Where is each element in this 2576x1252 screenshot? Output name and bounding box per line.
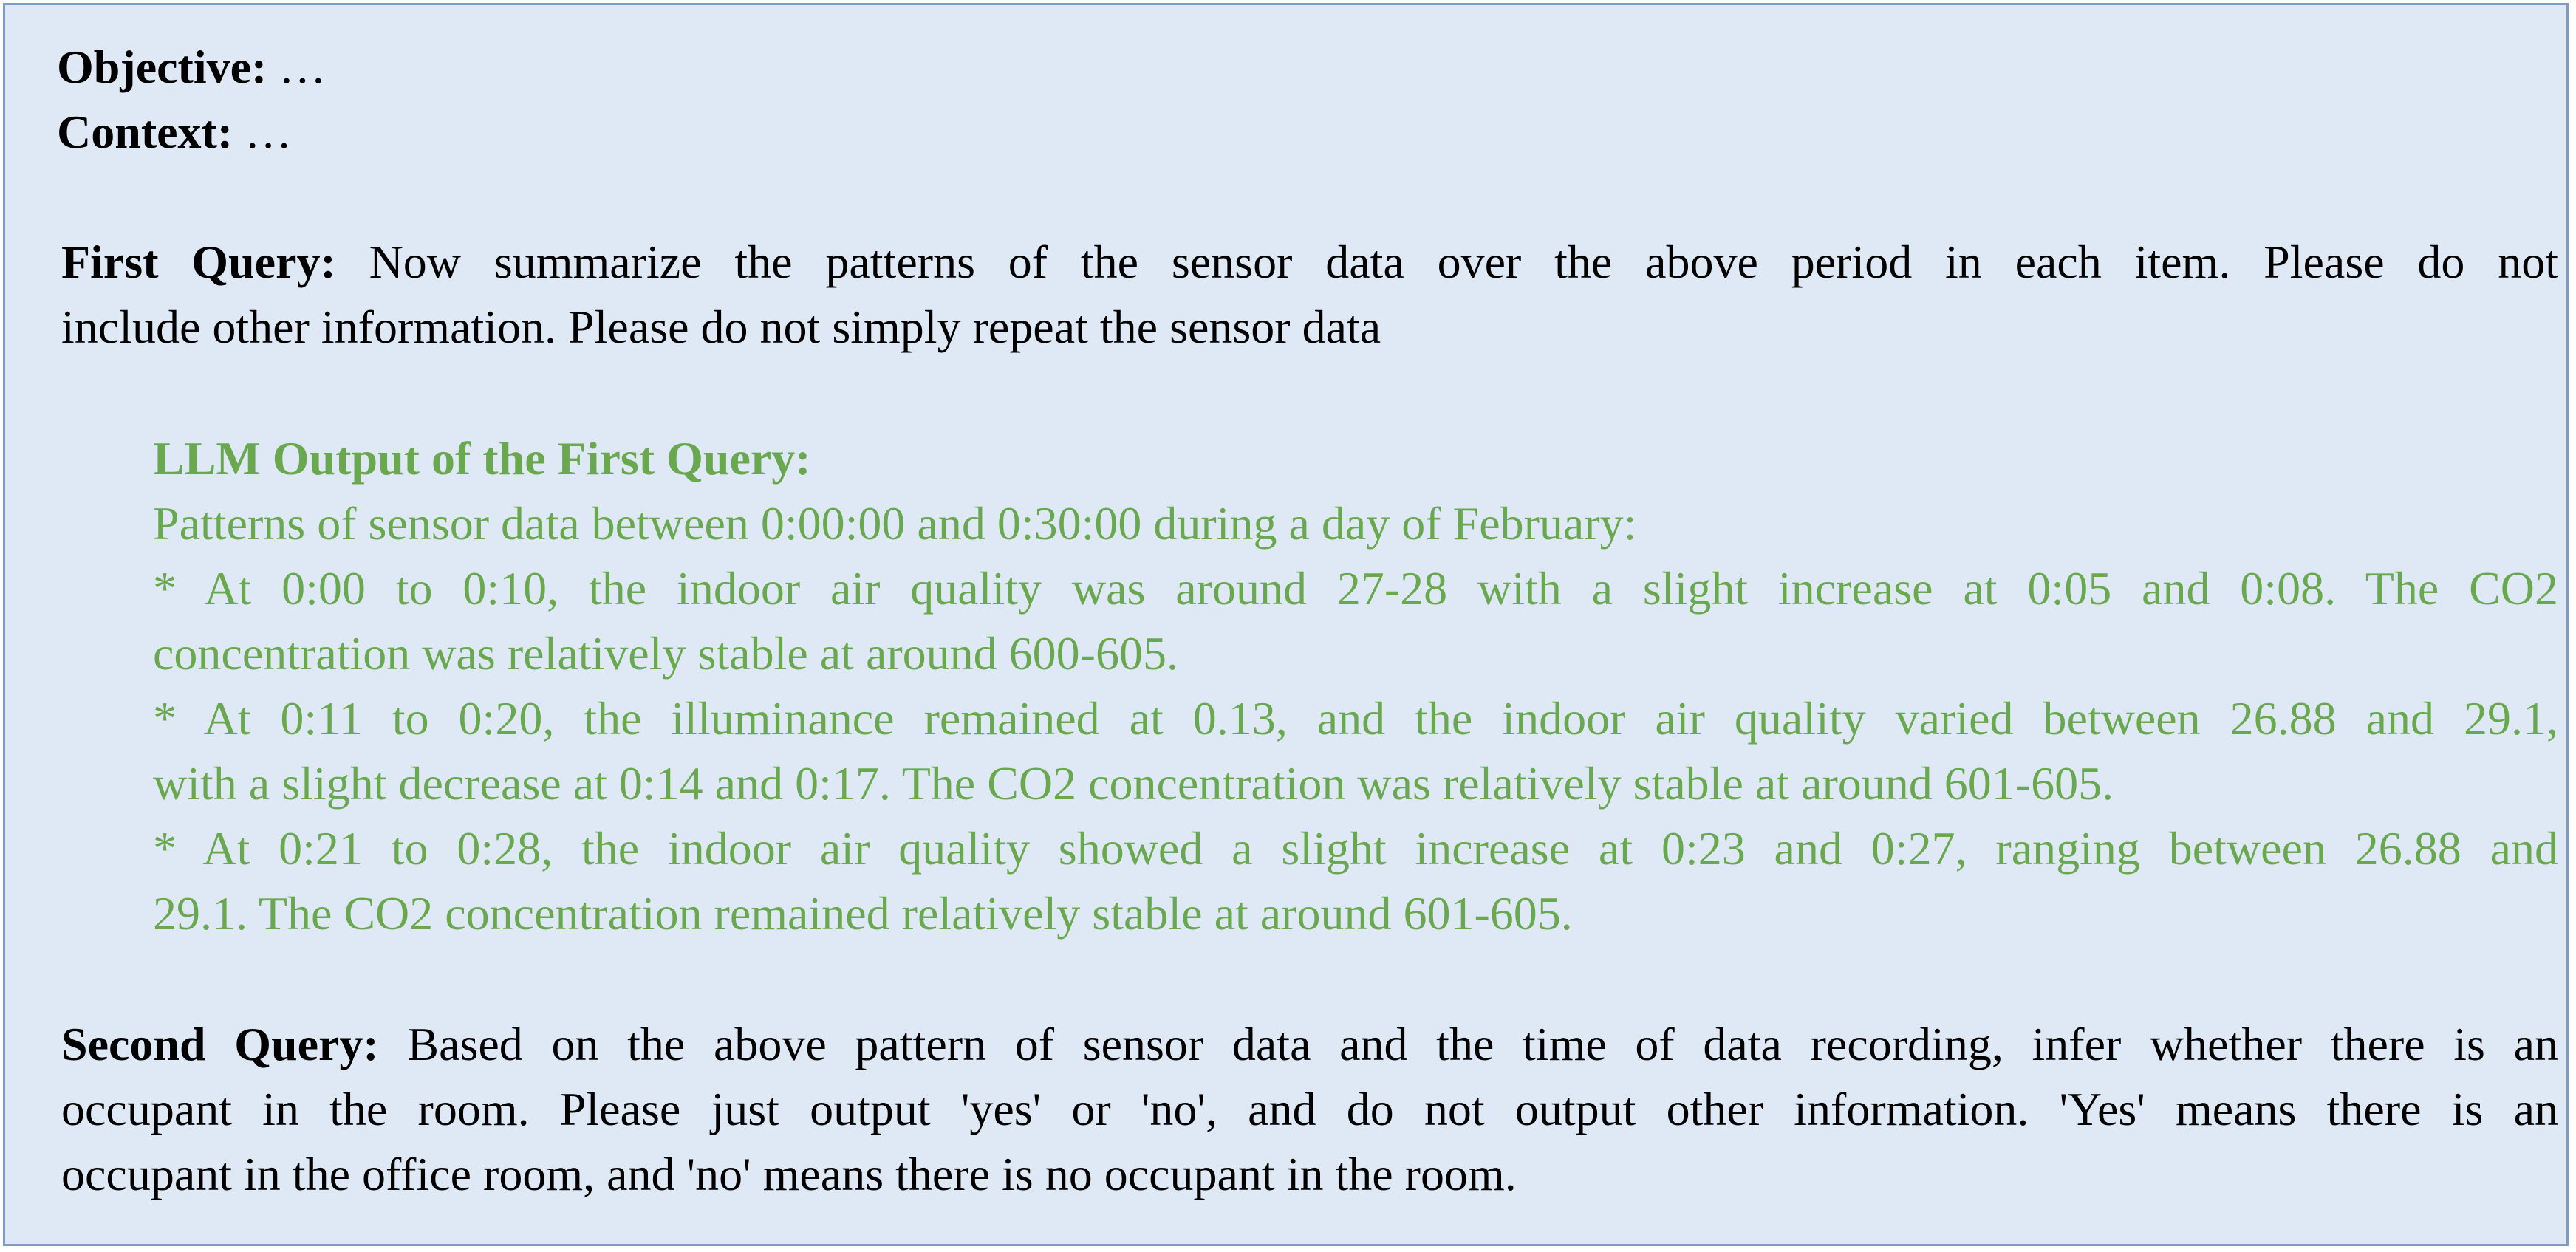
llm-output-line-1: Patterns of sensor data between 0:00:00 … — [153, 497, 1637, 550]
objective-value: … — [267, 41, 327, 93]
llm-output-line-6: * At 0:21 to 0:28, the indoor air qualit… — [153, 822, 2558, 875]
prompt-panel: Objective: … Context: … First Query: Now… — [3, 3, 2569, 1246]
llm-output-line-4: * At 0:11 to 0:20, the illuminance remai… — [153, 692, 2558, 745]
first-query-line-2: include other information. Please do not… — [61, 301, 1381, 353]
first-query-text: Now summarize the patterns of the sensor… — [335, 236, 2559, 288]
context-value: … — [233, 106, 293, 158]
second-query-line-1: Second Query: Based on the above pattern… — [61, 1012, 2558, 1077]
first-query-label: First Query: — [61, 236, 336, 288]
first-query-line-1: First Query: Now summarize the patterns … — [61, 230, 2558, 295]
objective-label: Objective: — [57, 41, 267, 93]
llm-output-line-3: concentration was relatively stable at a… — [153, 627, 1178, 680]
objective-line: Objective: … — [57, 35, 326, 100]
second-query-line-3: occupant in the office room, and 'no' me… — [61, 1148, 1517, 1200]
llm-output-line-2: * At 0:00 to 0:10, the indoor air qualit… — [153, 562, 2558, 615]
llm-output-title: LLM Output of the First Query: — [153, 432, 811, 485]
second-query-label: Second Query: — [61, 1018, 379, 1070]
second-query-line-2: occupant in the room. Please just output… — [61, 1083, 2558, 1135]
llm-output-line-5: with a slight decrease at 0:14 and 0:17.… — [153, 757, 2114, 810]
llm-output-line-7: 29.1. The CO2 concentration remained rel… — [153, 887, 1573, 940]
second-query-text: Based on the above pattern of sensor dat… — [378, 1018, 2559, 1070]
context-line: Context: … — [57, 100, 292, 165]
context-label: Context: — [57, 106, 233, 158]
